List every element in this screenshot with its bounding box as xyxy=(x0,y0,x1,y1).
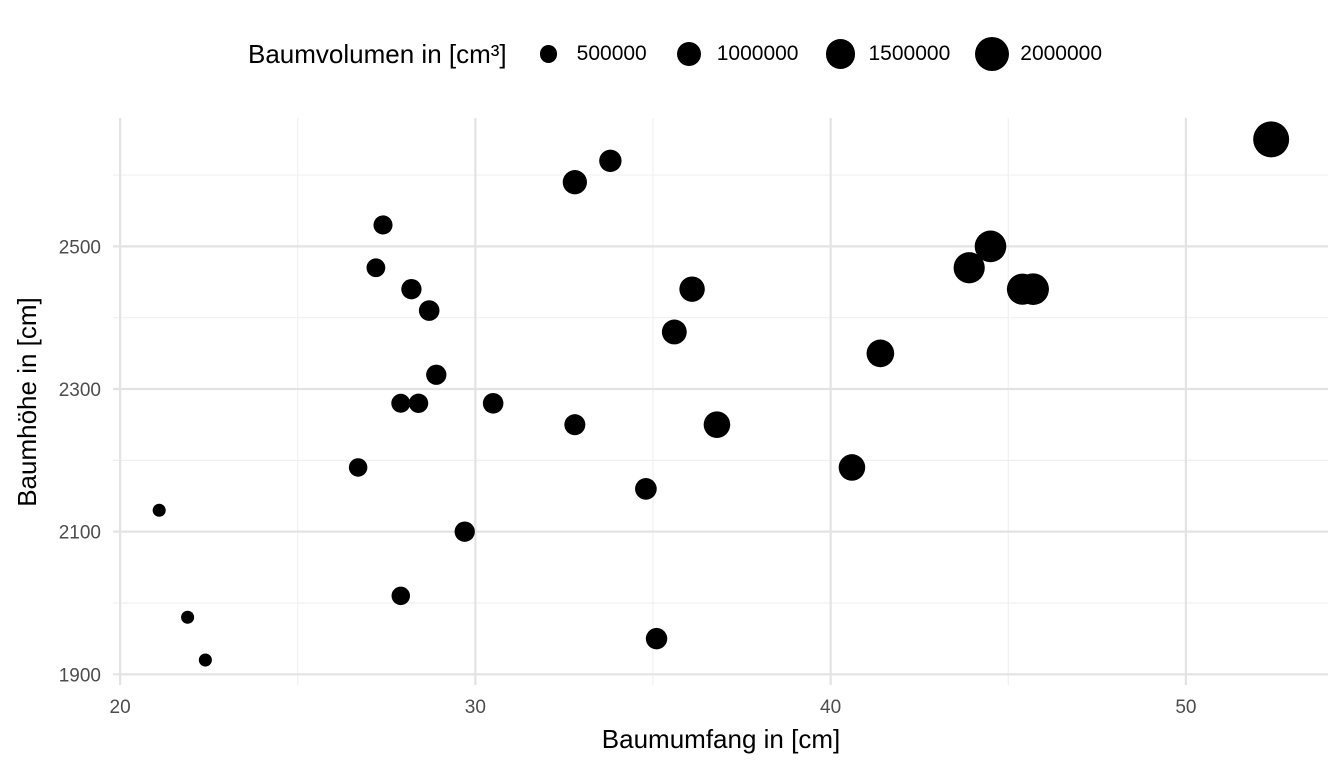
data-point xyxy=(1253,121,1290,158)
data-points xyxy=(152,121,1290,667)
data-point xyxy=(373,215,393,235)
data-point xyxy=(366,258,386,278)
x-axis-label: Baumumfang in [cm] xyxy=(602,724,840,754)
data-point xyxy=(679,276,705,302)
data-point xyxy=(198,653,212,667)
legend-item-1000000: 1000000 xyxy=(669,34,799,74)
data-point xyxy=(661,319,687,345)
data-point xyxy=(401,279,422,300)
y-axis-label: Baumhöhe in [cm] xyxy=(12,297,42,507)
legend-dot-icon xyxy=(540,45,558,63)
data-point xyxy=(418,300,440,321)
y-tick-label: 2100 xyxy=(59,523,101,544)
legend-label: 2000000 xyxy=(1020,42,1103,65)
legend-label: 500000 xyxy=(576,42,647,65)
data-point xyxy=(454,521,475,542)
data-point xyxy=(599,149,622,172)
data-point xyxy=(645,627,668,650)
x-axis-ticks: 20 30 40 50 xyxy=(110,697,1197,718)
data-point xyxy=(391,393,411,413)
data-point xyxy=(953,252,985,284)
legend-key xyxy=(529,34,569,74)
x-tick-label: 20 xyxy=(110,697,131,718)
data-point xyxy=(838,454,866,481)
data-point xyxy=(426,364,447,385)
legend-item-500000: 500000 xyxy=(529,34,647,74)
data-point xyxy=(866,339,895,368)
data-point xyxy=(482,392,504,414)
data-point xyxy=(152,503,166,517)
y-tick-label: 1900 xyxy=(59,665,101,686)
data-point xyxy=(562,170,587,195)
legend-dot-icon xyxy=(975,36,1010,72)
legend-title: Baumvolumen in [cm³] xyxy=(248,38,507,69)
data-point xyxy=(1017,273,1049,305)
data-point xyxy=(391,586,411,606)
y-tick-label: 2500 xyxy=(59,237,101,258)
legend-label: 1000000 xyxy=(716,42,799,65)
y-tick-label: 2300 xyxy=(59,380,101,401)
data-point xyxy=(181,610,195,624)
legend-dot-icon xyxy=(825,39,856,69)
legend-item-2000000: 2000000 xyxy=(972,34,1102,74)
x-tick-label: 30 xyxy=(465,697,486,718)
legend-key xyxy=(821,34,861,74)
legend-label: 1500000 xyxy=(868,42,951,65)
data-point xyxy=(408,393,429,413)
legend-dot-icon xyxy=(676,41,701,67)
grid-lines xyxy=(113,118,1328,685)
data-point xyxy=(348,458,368,477)
legend-key xyxy=(669,34,709,74)
legend-item-1500000: 1500000 xyxy=(821,34,951,74)
data-point xyxy=(703,411,731,438)
size-legend: Baumvolumen in [cm³] 500000 1000000 1500… xyxy=(248,34,1124,74)
y-axis-ticks: 1900 2100 2300 2500 xyxy=(59,237,101,686)
x-tick-label: 40 xyxy=(820,697,841,718)
data-point xyxy=(635,478,657,500)
legend-key xyxy=(972,34,1012,74)
data-point xyxy=(564,414,586,436)
data-point xyxy=(974,230,1007,263)
x-tick-label: 50 xyxy=(1175,697,1196,718)
